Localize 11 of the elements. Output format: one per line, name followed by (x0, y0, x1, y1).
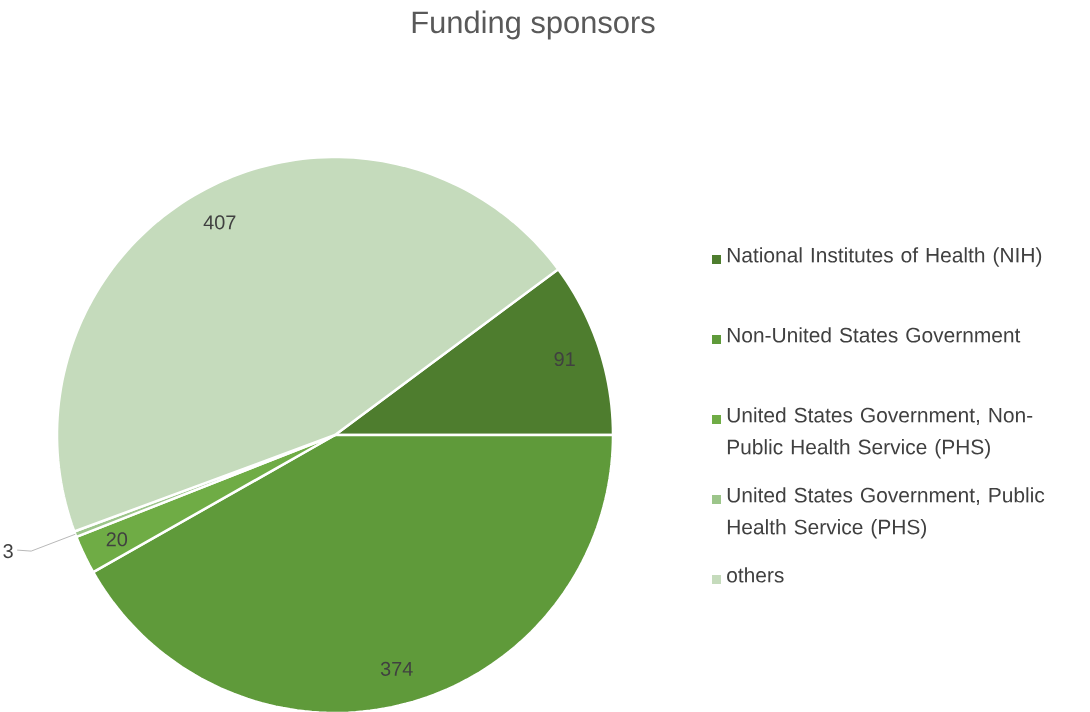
data-label: 3 (3, 544, 13, 559)
legend-label: United States Government, Public Health Service (PHS) (727, 487, 1045, 539)
legend-label: Non-United States Government (727, 327, 1021, 343)
data-label: 91 (554, 352, 575, 367)
data-label: 20 (106, 532, 128, 547)
chart-title: Funding sponsors (412, 10, 655, 40)
legend-label: National Institutes of Health (NIH) (727, 247, 1042, 267)
legend-label: United States Government, Non-Public Health Service (PHS) (727, 407, 1033, 459)
data-label: 407 (203, 215, 236, 230)
legend-label: others (727, 567, 784, 583)
data-label: 374 (380, 661, 413, 676)
